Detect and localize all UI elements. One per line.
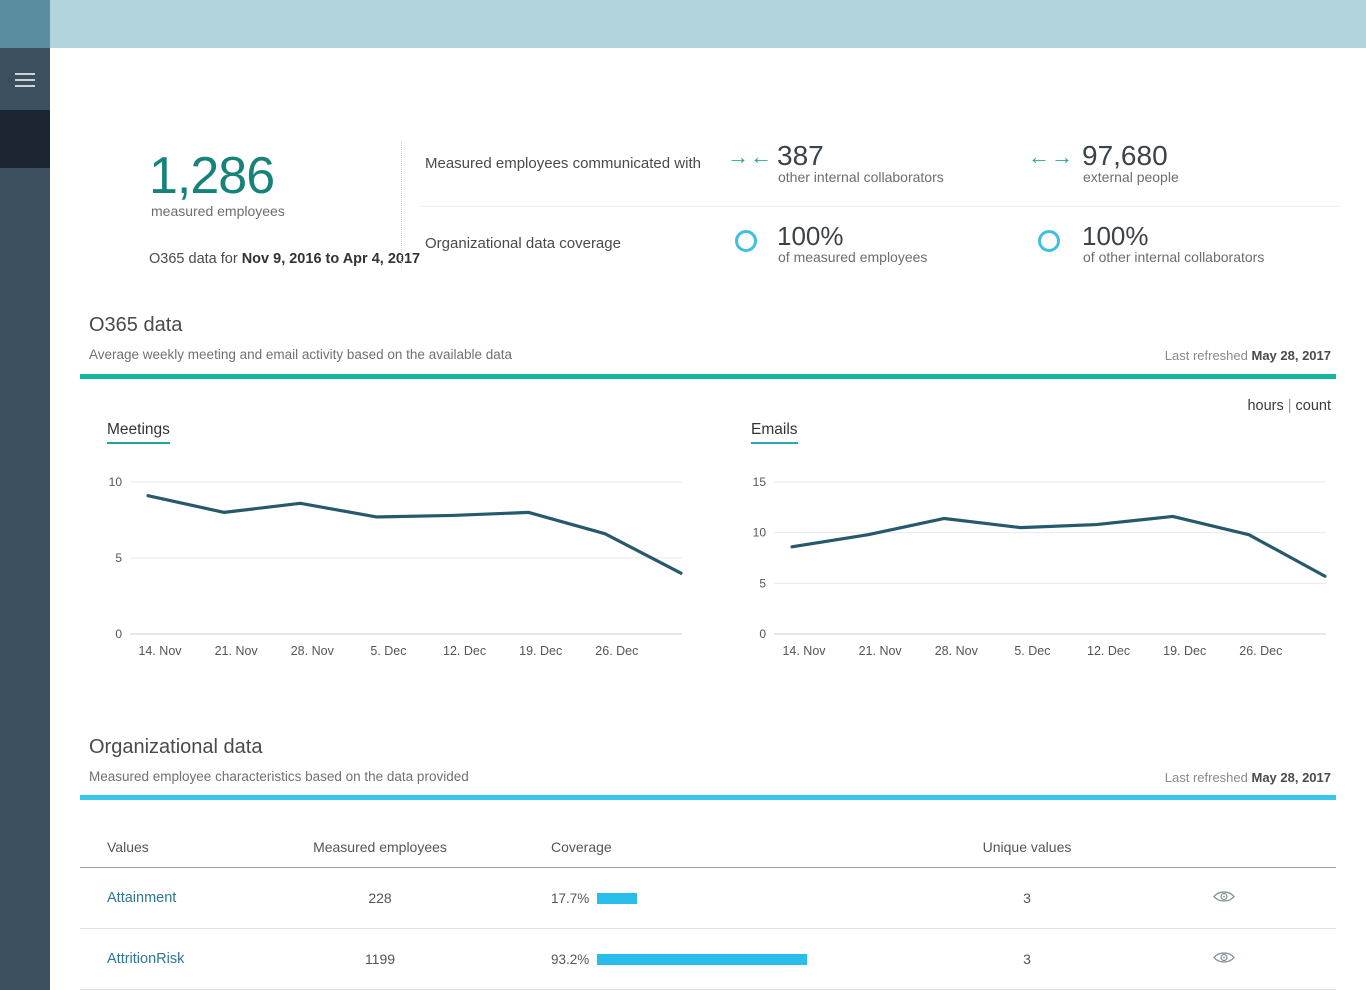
emails-chart: Emails 0 5 10 15 14. Nov 21. Nov 28. Nov 5. Dec…: [733, 421, 1333, 671]
org-section-title: Organizational data: [89, 736, 263, 758]
external-people-label: external people: [1083, 169, 1179, 185]
org-last-refreshed: Last refreshed May 28, 2017: [1165, 770, 1331, 785]
units-separator: |: [1287, 398, 1292, 414]
left-sidebar: [0, 0, 50, 990]
measured-employees-label: measured employees: [151, 203, 285, 219]
unique-values-cell: 3: [1023, 951, 1031, 967]
svg-text:15: 15: [753, 475, 767, 489]
meetings-chart-title: Meetings: [107, 421, 170, 444]
o365-refresh-date: May 28, 2017: [1251, 348, 1331, 363]
coverage-percent: 17.7%: [551, 890, 590, 906]
measured-employees-cell: 1199: [364, 951, 396, 967]
svg-text:28. Nov: 28. Nov: [935, 644, 979, 658]
org-accent-divider: [80, 795, 1336, 800]
coverage-ring-icon: [1038, 230, 1060, 252]
o365-refresh-prefix: Last refreshed: [1164, 348, 1252, 363]
units-toggle: hours | count: [1247, 398, 1331, 414]
svg-text:26. Dec: 26. Dec: [595, 644, 638, 658]
inward-arrows-icon: →←: [727, 144, 773, 169]
meetings-line-chart: 0 5 10 14. Nov 21. Nov 28. Nov 5. Dec 12. Dec 19…: [89, 456, 689, 671]
svg-text:10: 10: [753, 526, 767, 540]
col-header-measured-employees: Measured employees: [313, 838, 447, 855]
sidebar-active-item[interactable]: [0, 110, 50, 168]
attribute-link[interactable]: Attainment: [107, 890, 177, 906]
svg-text:5: 5: [115, 551, 122, 565]
eye-icon: [1213, 952, 1235, 963]
col-header-unique-values: Unique values: [982, 838, 1072, 855]
org-coverage-label: Organizational data coverage: [425, 235, 621, 252]
svg-text:5. Dec: 5. Dec: [370, 644, 406, 658]
units-hours-option[interactable]: hours: [1247, 398, 1284, 414]
internal-collaborators-value: 387: [777, 140, 824, 171]
coverage-cell: 17.7%: [478, 891, 862, 906]
svg-text:12. Dec: 12. Dec: [1087, 644, 1130, 658]
svg-text:14. Nov: 14. Nov: [782, 644, 826, 658]
data-period: O365 data for Nov 9, 2016 to Apr 4, 2017: [149, 251, 420, 267]
view-details-button[interactable]: [1212, 950, 1236, 965]
org-section-subtitle: Measured employee characteristics based …: [89, 769, 469, 784]
internal-collaborators-label: other internal collaborators: [778, 169, 944, 185]
coverage-ring-icon: [735, 230, 757, 252]
svg-text:0: 0: [115, 627, 122, 641]
attribute-link[interactable]: AttritionRisk: [107, 951, 185, 967]
hamburger-menu-icon[interactable]: [15, 73, 35, 87]
summary-divider: [401, 141, 402, 268]
coverage-bar: [597, 892, 822, 904]
top-header-bar: [50, 0, 1366, 48]
data-period-prefix: O365 data for: [149, 251, 242, 267]
view-details-button[interactable]: [1212, 889, 1236, 904]
data-period-range: Nov 9, 2016 to Apr 4, 2017: [241, 251, 421, 267]
eye-icon: [1213, 891, 1235, 902]
coverage-bar: [597, 953, 822, 965]
emails-line-chart: 0 5 10 15 14. Nov 21. Nov 28. Nov 5. Dec 12. Dec…: [733, 456, 1333, 671]
svg-text:28. Nov: 28. Nov: [291, 644, 335, 658]
coverage-internal-label: of other internal collaborators: [1083, 249, 1265, 265]
org-refresh-prefix: Last refreshed: [1164, 770, 1252, 785]
outward-arrows-icon: ←→: [1028, 144, 1074, 169]
unique-values-cell: 3: [1023, 890, 1031, 906]
org-data-table: Values Measured employees Coverage Uniqu…: [80, 826, 1336, 990]
svg-text:19. Dec: 19. Dec: [1163, 644, 1206, 658]
coverage-percent: 93.2%: [551, 951, 590, 967]
svg-text:0: 0: [759, 627, 766, 641]
svg-text:10: 10: [109, 475, 123, 489]
table-row: Attainment 228 17.7% 3: [80, 868, 1336, 929]
sidebar-logo-block: [0, 0, 50, 48]
table-header-row: Values Measured employees Coverage Uniqu…: [80, 826, 1336, 868]
coverage-cell: 93.2%: [478, 952, 862, 967]
svg-text:19. Dec: 19. Dec: [519, 644, 562, 658]
o365-last-refreshed: Last refreshed May 28, 2017: [1165, 348, 1331, 363]
o365-section-title: O365 data: [89, 314, 183, 336]
coverage-measured-value: 100%: [777, 221, 844, 251]
external-people-value: 97,680: [1082, 140, 1168, 171]
svg-text:21. Nov: 21. Nov: [859, 644, 903, 658]
coverage-internal-value: 100%: [1082, 221, 1149, 251]
meetings-chart: Meetings 0 5 10 14. Nov 21. Nov 28. Nov 5. Dec…: [89, 421, 689, 671]
svg-text:5. Dec: 5. Dec: [1014, 644, 1050, 658]
measured-employees-cell: 228: [368, 890, 392, 906]
svg-text:26. Dec: 26. Dec: [1239, 644, 1282, 658]
o365-accent-divider: [80, 374, 1336, 379]
emails-chart-title: Emails: [751, 421, 798, 444]
measured-employees-count: 1,286: [149, 147, 275, 205]
svg-text:21. Nov: 21. Nov: [215, 644, 259, 658]
svg-text:5: 5: [759, 576, 766, 590]
coverage-measured-label: of measured employees: [778, 249, 928, 265]
communicated-with-label: Measured employees communicated with: [425, 155, 701, 172]
units-count-option[interactable]: count: [1295, 398, 1331, 414]
svg-text:12. Dec: 12. Dec: [443, 644, 486, 658]
org-refresh-date: May 28, 2017: [1251, 770, 1331, 785]
table-row: AttritionRisk 1199 93.2% 3: [80, 929, 1336, 990]
o365-section-subtitle: Average weekly meeting and email activit…: [89, 347, 513, 362]
summary-row-divider: [420, 206, 1340, 207]
col-header-values: Values: [107, 838, 149, 855]
svg-text:14. Nov: 14. Nov: [138, 644, 182, 658]
col-header-coverage: Coverage: [551, 838, 612, 855]
